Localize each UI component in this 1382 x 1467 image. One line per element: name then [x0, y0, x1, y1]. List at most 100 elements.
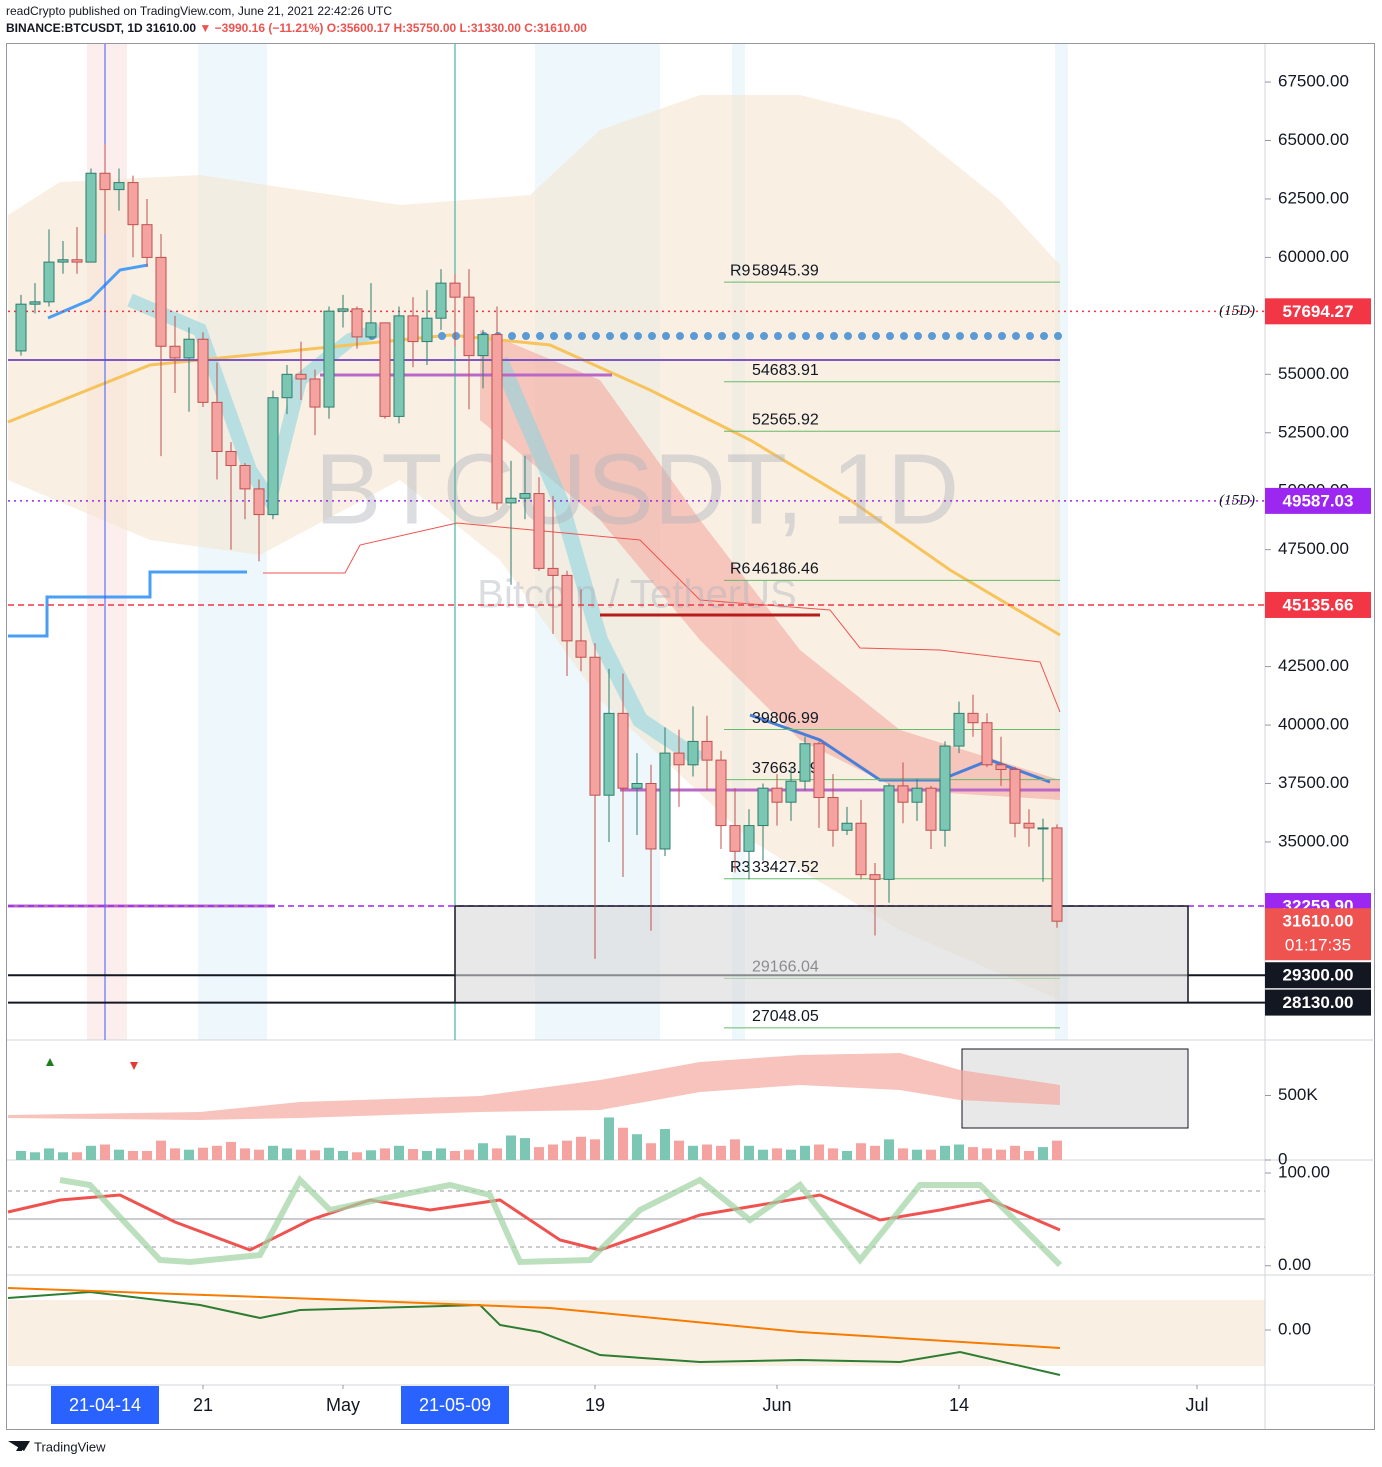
- candle-body: [841, 822, 853, 831]
- volume-bar: [1038, 1147, 1048, 1160]
- volume-bar: [898, 1148, 908, 1160]
- price-tag: [1265, 591, 1371, 618]
- volume-bar: [240, 1148, 250, 1160]
- candle-body: [673, 752, 685, 766]
- volume-bar: [114, 1149, 124, 1160]
- volume-bar: [884, 1139, 894, 1160]
- candle-body: [743, 825, 755, 852]
- level-value: 46186.46: [752, 561, 819, 578]
- volume-bar: [436, 1148, 446, 1160]
- candle-body: [309, 378, 321, 408]
- x-tick-label: Jul: [1185, 1395, 1208, 1415]
- candle-body: [365, 322, 377, 338]
- volume-bar: [492, 1148, 502, 1160]
- volume-bar: [212, 1145, 222, 1160]
- x-tick-label: 19: [585, 1395, 605, 1415]
- volume-bar: [394, 1145, 404, 1160]
- level-value: 33427.52: [752, 859, 819, 876]
- x-tick-label: 21: [193, 1395, 213, 1415]
- candle-body: [169, 345, 181, 359]
- candle-body: [799, 743, 811, 782]
- x-tick-label: Jun: [762, 1395, 791, 1415]
- volume-bar: [702, 1144, 712, 1160]
- volume-bar: [772, 1148, 782, 1160]
- level-value: 27048.05: [752, 1008, 819, 1025]
- volume-bar: [548, 1144, 558, 1160]
- y-tick-label: 47500.00: [1278, 539, 1349, 558]
- candle-body: [1037, 827, 1049, 830]
- zone: [454, 905, 1189, 1004]
- volume-bar: [58, 1152, 68, 1160]
- signal-up: [46, 1058, 54, 1066]
- y-tick-label: 500K: [1278, 1085, 1318, 1104]
- price-tag-label: 31610.00: [1283, 912, 1354, 931]
- candle-body: [393, 315, 405, 417]
- candle-body: [967, 712, 979, 724]
- trail-line: [263, 522, 1061, 713]
- candle-body: [337, 308, 349, 312]
- volume-bar: [86, 1145, 96, 1160]
- candle-body: [435, 282, 447, 319]
- trend-line: [7, 1290, 1061, 1376]
- price-tag: [1265, 962, 1371, 989]
- volume-bar: [520, 1138, 530, 1160]
- y-tick-label: 40000.00: [1278, 715, 1349, 734]
- trend-band: [8, 1300, 1265, 1366]
- publisher: readCrypto published on TradingView.com,…: [6, 4, 392, 18]
- candle-body: [869, 874, 881, 880]
- volume-bar: [758, 1149, 768, 1160]
- volume-bar: [842, 1150, 852, 1160]
- volume-bar: [352, 1152, 362, 1160]
- candle-body: [113, 182, 125, 191]
- volume-bar: [996, 1149, 1006, 1160]
- footer: TradingView: [34, 1439, 106, 1454]
- moving-average: [7, 333, 1061, 637]
- volume-bar: [282, 1148, 292, 1160]
- volume-band: [8, 1053, 1060, 1120]
- candle-body: [939, 745, 951, 831]
- candle-body: [281, 373, 293, 399]
- candle-body: [29, 301, 41, 305]
- trend-avg: [7, 1287, 1061, 1349]
- candle-body: [617, 712, 629, 789]
- volume-bar: [450, 1150, 460, 1160]
- volume-bar: [870, 1145, 880, 1160]
- candle-body: [57, 259, 69, 263]
- volume-bar: [1024, 1150, 1034, 1160]
- volume-bar: [1010, 1145, 1020, 1160]
- candle-body: [127, 182, 139, 226]
- volume-bar: [618, 1127, 628, 1160]
- candle-body: [659, 752, 671, 850]
- candle-body: [897, 785, 909, 803]
- y-tick-label: 35000.00: [1278, 831, 1349, 850]
- y-tick-label: 0.00: [1278, 1319, 1311, 1338]
- candle-body: [43, 261, 55, 303]
- x-highlight: [401, 1386, 509, 1424]
- ohlc-low: L:31330.00: [460, 21, 522, 35]
- candle-body: [645, 783, 657, 850]
- ribbon: [480, 330, 1060, 800]
- x-tick-label: 14: [949, 1395, 969, 1415]
- candle-body: [925, 787, 937, 831]
- volume-bar: [226, 1141, 236, 1160]
- candle-body: [785, 780, 797, 803]
- candle-body: [1009, 768, 1021, 824]
- volume-bar: [44, 1148, 54, 1160]
- volume-bar: [100, 1144, 110, 1160]
- candle-body: [323, 310, 335, 408]
- y-tick-label: 55000.00: [1278, 364, 1349, 383]
- candle-body: [15, 303, 27, 352]
- price-tag: [1265, 487, 1371, 514]
- price-tag-label: 45135.66: [1283, 595, 1354, 614]
- volume-bar: [562, 1140, 572, 1160]
- volume-bar: [198, 1147, 208, 1160]
- y-tick-label: 100.00: [1278, 1162, 1330, 1181]
- volume-bar: [296, 1149, 306, 1160]
- volume-bar: [16, 1150, 26, 1160]
- candle-body: [519, 493, 531, 499]
- candle-body: [687, 740, 699, 766]
- y-tick-label: 62500.00: [1278, 188, 1349, 207]
- volume-bar: [646, 1143, 656, 1160]
- candle-body: [225, 450, 237, 467]
